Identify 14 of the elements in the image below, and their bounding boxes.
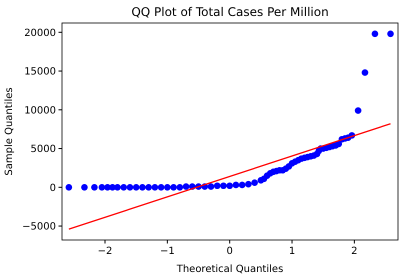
y-tick-label: −5000: [22, 222, 56, 233]
y-tick-label: 10000: [24, 105, 56, 116]
y-tick-label: 20000: [24, 28, 56, 39]
x-tick-label: 0: [226, 246, 233, 257]
x-tick-label: −2: [98, 246, 112, 257]
x-axis-title: Theoretical Quantiles: [176, 264, 284, 275]
x-tick-label: 1: [288, 246, 296, 257]
chart-title: QQ Plot of Total Cases Per Million: [131, 5, 329, 19]
x-tick-label: 2: [351, 246, 358, 257]
x-tick-label: −1: [160, 246, 175, 257]
y-axis-title: Sample Quantiles: [4, 87, 15, 176]
y-tick-label: 0: [50, 182, 56, 194]
y-tick-label: 5000: [30, 144, 56, 156]
y-tick-label: 15000: [24, 66, 56, 78]
